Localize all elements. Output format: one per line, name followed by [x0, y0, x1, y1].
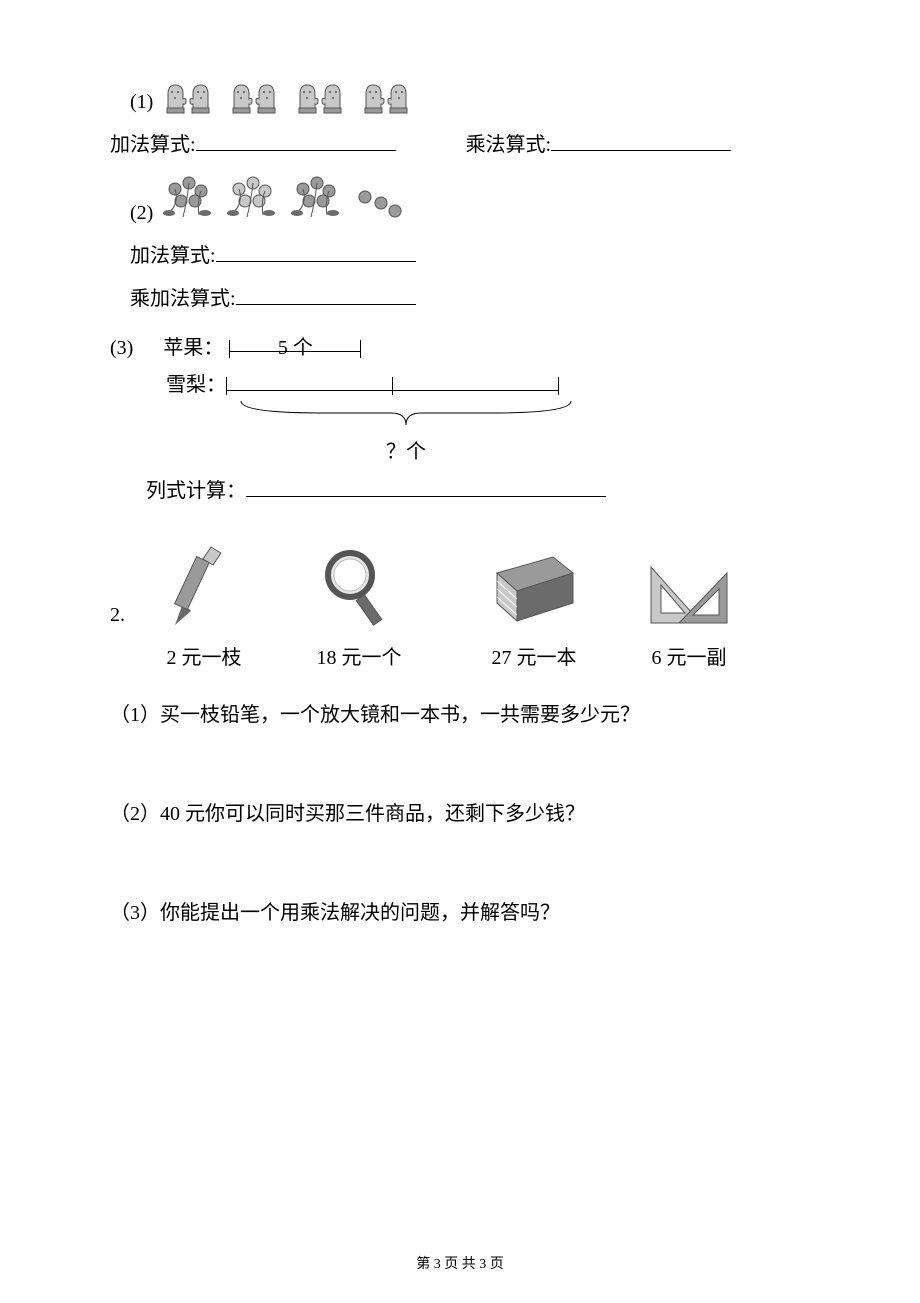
- shop-item: [443, 543, 623, 633]
- mitten-pair: [227, 80, 281, 114]
- price-label: 18 元一个: [274, 641, 444, 670]
- shop-q1: （1）买一枝铅笔，一个放大镜和一本书，一共需要多少元？: [110, 698, 810, 727]
- price-label: 2 元一枝: [134, 641, 274, 670]
- apple-label: 苹果：: [163, 331, 223, 360]
- flower-small-icon: [353, 185, 407, 225]
- book-icon: [483, 543, 583, 633]
- q3-apple-row: (3) 苹果： 5 个: [110, 331, 810, 360]
- blank-line: [196, 132, 396, 151]
- mitten-icon: [189, 80, 215, 114]
- mitten-icon: [293, 80, 319, 114]
- blank-line: [246, 478, 606, 497]
- apple-value: 5 个: [230, 331, 360, 352]
- mittens-group: [161, 80, 413, 114]
- calc-label: 列式计算：: [146, 474, 246, 503]
- mitten-icon: [255, 80, 281, 114]
- addition-label: 加法算式:: [130, 239, 216, 268]
- pencil-icon: [163, 543, 243, 633]
- magnifier-icon: [318, 543, 398, 633]
- q3-calc-row: 列式计算：: [146, 474, 810, 503]
- apple-segment: 5 个: [229, 331, 361, 354]
- multadd-label: 乘加法算式:: [130, 282, 236, 311]
- question-mark-label: ？个: [236, 435, 576, 464]
- page: (1) 加法算式: 乘法算式:: [0, 0, 920, 1303]
- mitten-icon: [359, 80, 385, 114]
- shop-q3: （3）你能提出一个用乘法解决的问题，并解答吗？: [110, 896, 810, 925]
- q2-multadd-line: 乘加法算式:: [130, 282, 810, 311]
- price-label: 27 元一本: [444, 641, 624, 670]
- flower-bunch-icon: [289, 171, 343, 225]
- mitten-icon: [161, 80, 187, 114]
- q1-number: (1): [130, 91, 153, 114]
- shop-section: 2.: [110, 543, 810, 925]
- shop-labels-row: 2 元一枝 18 元一个 27 元一本 6 元一副: [110, 641, 810, 670]
- addition-label: 加法算式:: [110, 128, 196, 157]
- shop-item: [133, 543, 273, 633]
- pear-label: 雪梨：: [166, 368, 226, 397]
- mitten-icon: [227, 80, 253, 114]
- q2-addition-line: 加法算式:: [130, 239, 810, 268]
- shop-item: [273, 543, 443, 633]
- blank-line: [551, 132, 731, 151]
- q2-row: (2): [130, 171, 810, 225]
- triangle-ruler-icon: [643, 553, 733, 633]
- section-number: 2.: [110, 604, 125, 627]
- mitten-pair: [359, 80, 413, 114]
- shop-icons-row: 2.: [110, 543, 810, 633]
- flower-bunch-icon: [225, 171, 279, 225]
- q1-row: (1): [130, 80, 810, 114]
- q3-block: (3) 苹果： 5 个 雪梨： ？个: [110, 331, 810, 503]
- price-label: 6 元一副: [624, 641, 754, 670]
- flower-bunch-icon: [161, 171, 215, 225]
- flowers-group: [161, 171, 407, 225]
- brace-icon: [236, 399, 576, 427]
- page-footer: 第 3 页 共 3 页: [0, 1253, 920, 1273]
- q1-addition-line: 加法算式: 乘法算式:: [110, 128, 810, 157]
- pear-segment: [226, 372, 559, 391]
- shop-q2: （2）40 元你可以同时买那三件商品，还剩下多少钱？: [110, 797, 810, 826]
- q2-number: (2): [130, 202, 153, 225]
- q3-number: (3): [110, 337, 133, 360]
- blank-line: [216, 243, 416, 262]
- mitten-pair: [293, 80, 347, 114]
- mitten-icon: [321, 80, 347, 114]
- mitten-pair: [161, 80, 215, 114]
- brace: [236, 399, 576, 433]
- q3-pear-row: 雪梨：: [110, 368, 810, 397]
- multiplication-label: 乘法算式:: [466, 128, 552, 157]
- blank-line: [236, 286, 416, 305]
- mitten-icon: [387, 80, 413, 114]
- shop-item: [623, 553, 753, 633]
